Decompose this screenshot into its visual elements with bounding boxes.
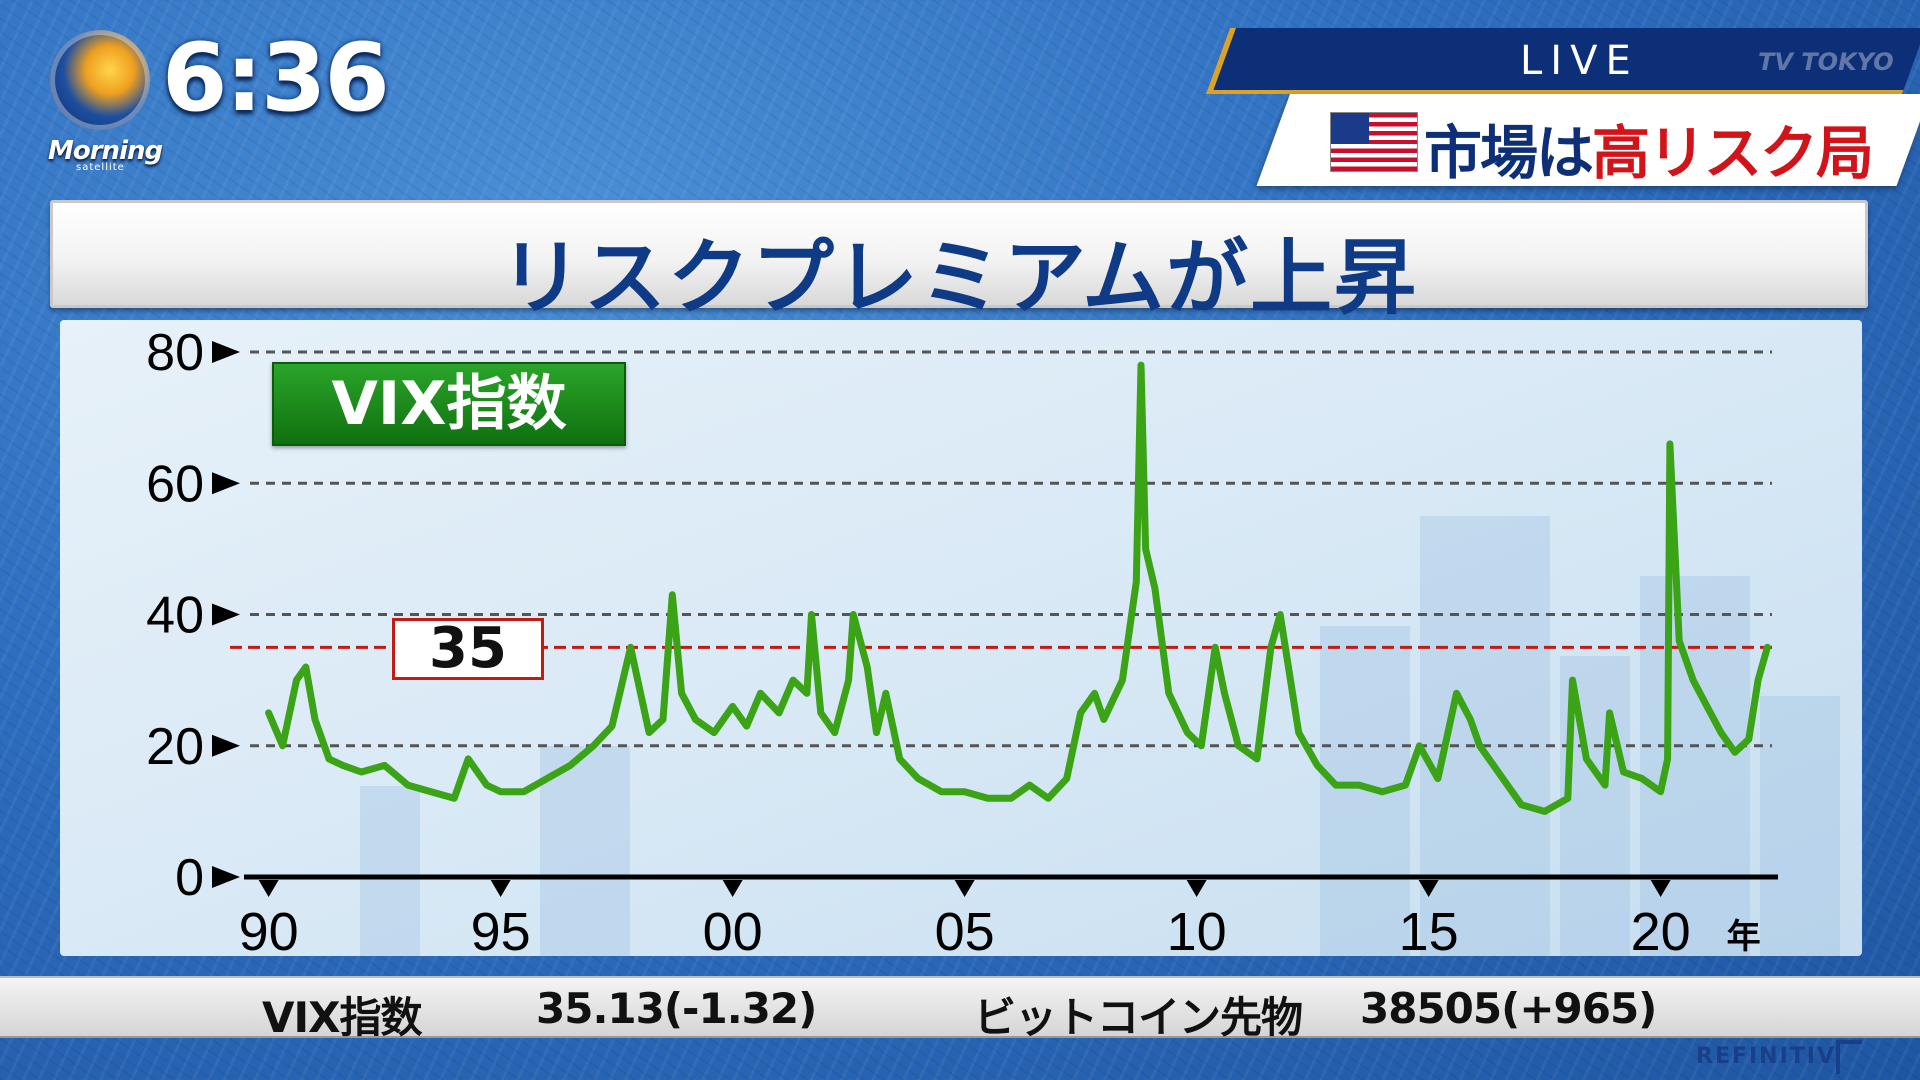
y-tick-arrow [212,341,240,363]
y-tick-label: 60 [146,455,204,513]
headline: 市場は高リスク局面に [1424,106,1920,274]
program-logo-text: Morning [48,136,163,166]
x-tick-label: 95 [471,902,531,962]
live-label: LIVE [1520,38,1639,84]
chart-series-badge: VIX指数 [272,362,626,446]
x-tick-label: 90 [239,902,299,962]
ticker-item1-label: VIX指数 [262,993,423,1042]
ticker-item2-label: ビットコイン先物 [974,993,1303,1042]
threshold-label: 35 [392,618,544,680]
y-tick-label: 0 [175,849,204,907]
x-tick-label: 20 [1631,902,1691,962]
x-tick-label: 15 [1399,902,1459,962]
x-tick-arrow [1650,880,1671,897]
title-bar: リスクプレミアムが上昇 [50,200,1868,326]
x-tick-label: 00 [703,902,763,962]
data-source-label: REFINITIV [1696,1044,1836,1069]
x-tick-arrow [1418,880,1439,897]
x-unit-label: 年 [1727,917,1761,957]
x-tick-arrow [722,880,743,897]
y-tick-arrow [212,603,240,626]
ticker-item1-value: 35.13(-1.32) [536,984,817,1033]
program-logo-subtext: satellite [76,162,125,173]
us-flag-icon [1330,112,1418,172]
broadcast-clock: 6:36 [162,24,390,133]
ticker-item2-value: 38505(+965) [1360,984,1657,1033]
y-tick-arrow [212,866,240,888]
y-tick-arrow [212,734,240,757]
x-tick-label: 10 [1167,902,1227,962]
y-tick-label: 80 [146,324,204,382]
y-tick-label: 20 [146,718,204,776]
x-tick-arrow [258,880,279,897]
y-tick-arrow [212,472,240,495]
x-tick-label: 05 [935,902,995,962]
page-title: リスクプレミアムが上昇 [499,231,1419,326]
y-tick-label: 40 [146,587,204,645]
x-tick-arrow [1186,880,1207,897]
x-tick-arrow [490,880,511,897]
market-ticker: VIX指数 35.13(-1.32) ビットコイン先物 38505(+965) [0,976,1920,1042]
headline-part1: 市場は [1424,119,1594,187]
channel-watermark: TV TOKYO [1758,48,1894,76]
refinitiv-logo-icon [1836,1040,1862,1074]
program-logo-icon [50,30,150,130]
vix-series-line [265,361,1771,815]
x-tick-arrow [954,880,975,897]
